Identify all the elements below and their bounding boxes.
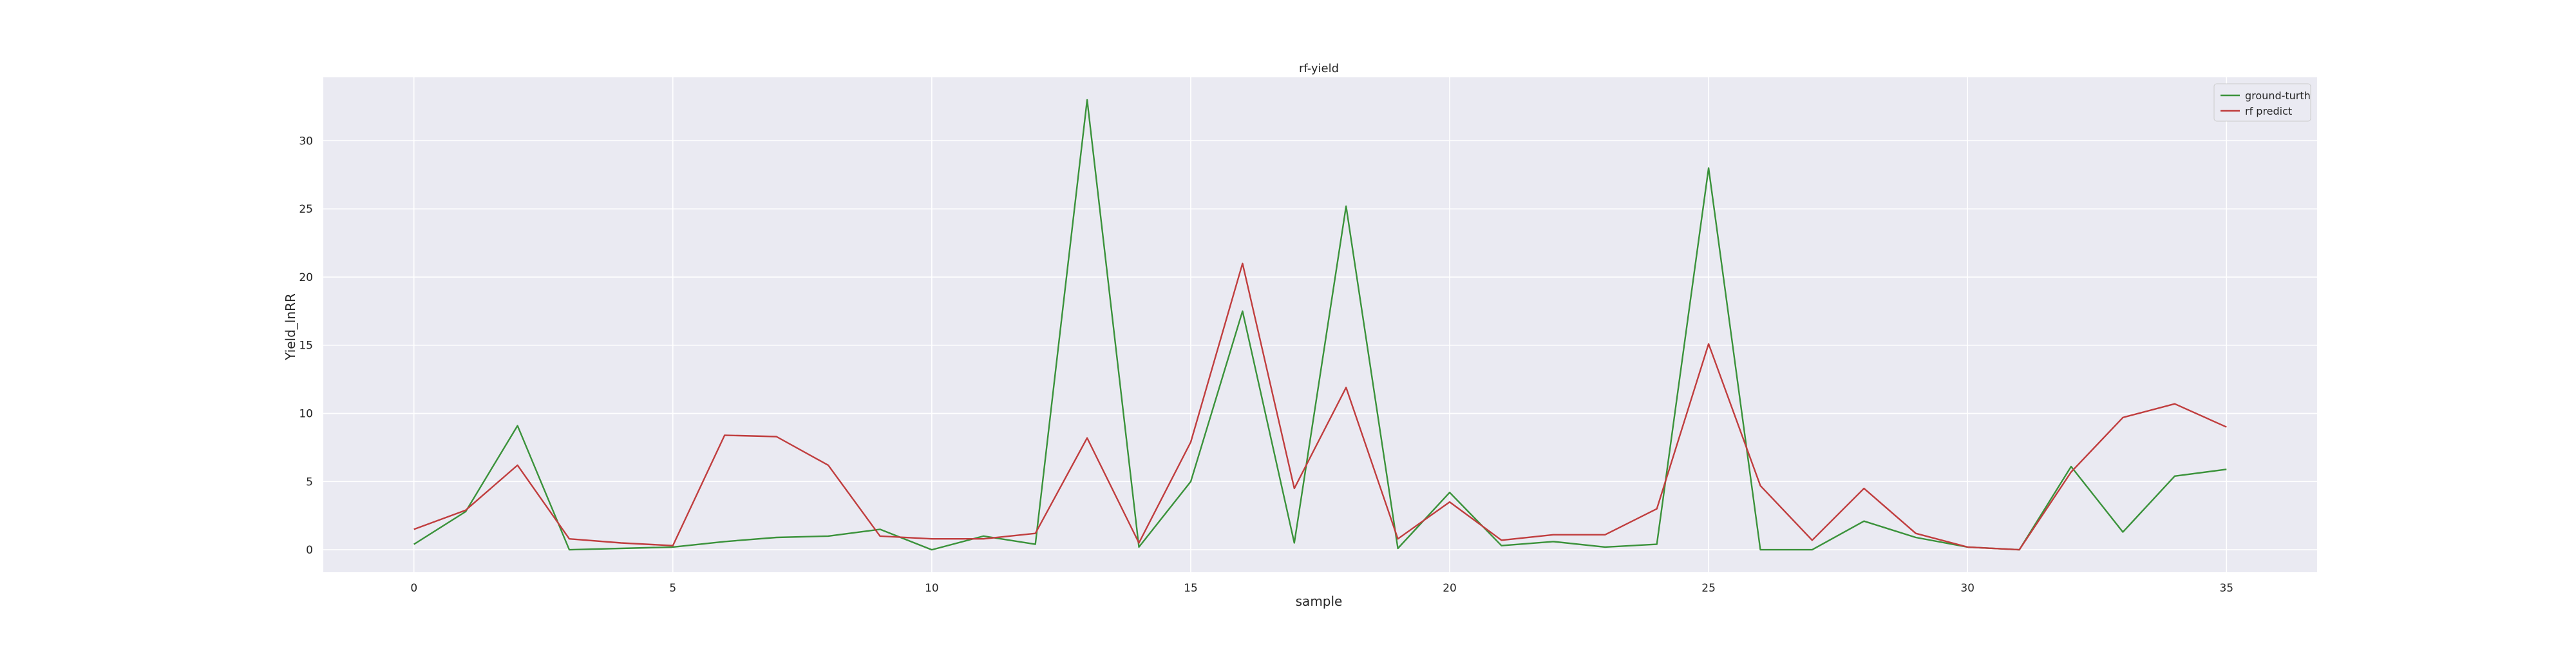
x-tick-label: 35 (2219, 582, 2233, 595)
legend-label: rf predict (2245, 105, 2292, 117)
plot-background (323, 77, 2317, 572)
series-lines (413, 99, 2227, 551)
y-tick-label: 25 (299, 203, 313, 216)
x-tick-label: 25 (1701, 582, 1716, 595)
tick-labels: 0 5 10 15 20 25 30 35 0 5 10 15 20 25 30 (299, 135, 2233, 595)
chart-title: rf-yield (1299, 62, 1339, 75)
y-tick-label: 10 (299, 408, 313, 421)
x-axis-label: sample (1296, 594, 1343, 609)
series-line-rf-predict (413, 262, 2227, 551)
x-tick-label: 5 (669, 582, 676, 595)
x-tick-label: 10 (925, 582, 939, 595)
legend-label: ground-turth (2245, 90, 2311, 102)
x-tick-label: 15 (1184, 582, 1198, 595)
legend-box (2213, 83, 2311, 122)
y-tick-label: 5 (306, 476, 313, 488)
legend: ground-turth rf predict (2213, 83, 2311, 122)
y-tick-label: 0 (306, 544, 313, 557)
y-axis-label: Yield_lnRR (283, 293, 298, 361)
series-line-ground-turth (413, 99, 2227, 551)
x-tick-label: 30 (1960, 582, 1975, 595)
y-tick-label: 30 (299, 135, 313, 148)
x-tick-label: 0 (410, 582, 417, 595)
plot-area (323, 77, 2317, 572)
y-tick-label: 20 (299, 271, 313, 284)
y-tick-label: 15 (299, 340, 313, 352)
x-tick-label: 20 (1443, 582, 1457, 595)
grid-lines (323, 77, 2317, 572)
